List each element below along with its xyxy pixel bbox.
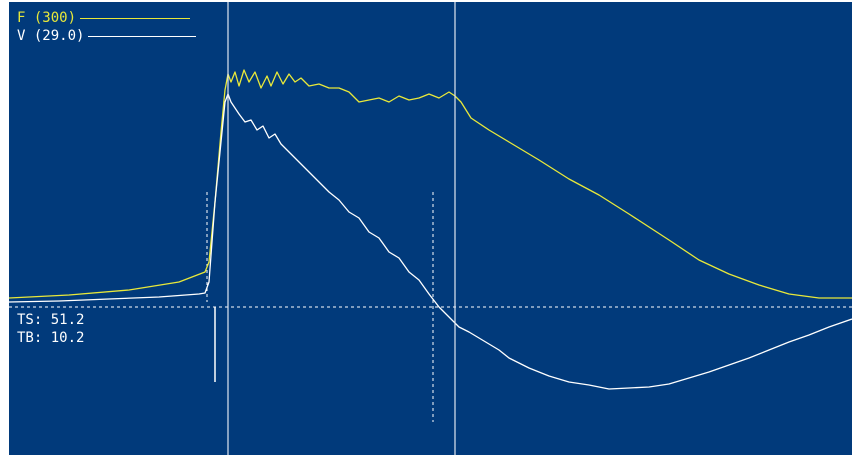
oscilloscope-display: F (300) V (29.0) TS: 51.2 TB: 10.2 (9, 2, 852, 455)
series-line-v (9, 93, 852, 390)
legend-f-swatch (80, 17, 191, 19)
tb-readout: TB: 10.2 (17, 330, 85, 346)
plot-area (9, 2, 852, 455)
legend-f-label: F (300) (17, 10, 77, 26)
legend-v-swatch (88, 35, 197, 37)
legend-v-label: V (29.0) (17, 28, 85, 44)
legend-v: V (29.0) (17, 28, 197, 44)
ts-readout: TS: 51.2 (17, 312, 85, 328)
legend-f: F (300) (17, 10, 191, 26)
series-line-f (9, 69, 852, 299)
